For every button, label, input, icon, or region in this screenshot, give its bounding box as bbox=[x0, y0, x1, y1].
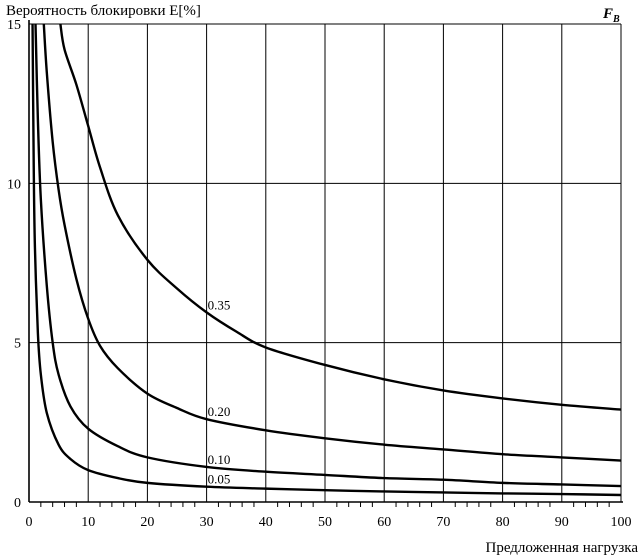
curve-label-0.35: 0.35 bbox=[208, 297, 231, 312]
x-tick-label-30: 30 bbox=[200, 515, 214, 530]
x-tick-label-50: 50 bbox=[318, 515, 332, 530]
x-tick-label-100: 100 bbox=[611, 515, 632, 530]
x-axis-label: Предложенная нагрузка bbox=[485, 540, 638, 556]
curve-0.20 bbox=[42, 23, 622, 462]
corner-label: FB bbox=[602, 6, 620, 25]
x-tick-label-0: 0 bbox=[26, 515, 33, 530]
x-tick-label-60: 60 bbox=[377, 515, 391, 530]
x-tick-label-70: 70 bbox=[436, 515, 450, 530]
y-tick-label-15: 15 bbox=[7, 18, 21, 33]
curve-label-0.20: 0.20 bbox=[208, 404, 231, 419]
grid-lines bbox=[28, 23, 622, 503]
y-axis-label: Вероятность блокировки E[%] bbox=[6, 3, 201, 19]
curves bbox=[31, 23, 622, 497]
x-minor-ticks bbox=[40, 502, 610, 507]
curve-label-0.05: 0.05 bbox=[208, 472, 231, 487]
x-tick-label-80: 80 bbox=[496, 515, 510, 530]
curve-0.05 bbox=[31, 23, 622, 497]
x-tick-label-40: 40 bbox=[259, 515, 273, 530]
y-tick-label-0: 0 bbox=[14, 496, 21, 511]
curve-0.35 bbox=[59, 23, 622, 411]
y-tick-label-5: 5 bbox=[14, 337, 21, 352]
curve-labels: 0.35 0.20 0.10 0.05 bbox=[208, 297, 231, 486]
curve-label-0.10: 0.10 bbox=[208, 452, 231, 467]
tick-labels: 0 10 20 30 40 50 60 70 80 90 100 0 5 10 15 bbox=[7, 18, 632, 530]
x-tick-label-20: 20 bbox=[140, 515, 154, 530]
x-tick-label-10: 10 bbox=[81, 515, 95, 530]
y-tick-label-10: 10 bbox=[7, 177, 21, 192]
x-tick-label-90: 90 bbox=[555, 515, 569, 530]
axes bbox=[28, 20, 623, 503]
curve-0.10 bbox=[34, 23, 622, 488]
